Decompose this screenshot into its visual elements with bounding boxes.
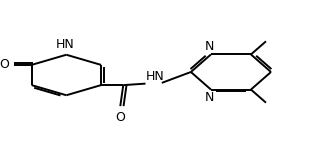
- Text: N: N: [205, 91, 214, 104]
- Text: O: O: [115, 111, 125, 124]
- Text: HN: HN: [55, 38, 74, 51]
- Text: N: N: [205, 40, 214, 53]
- Text: HN: HN: [146, 70, 165, 83]
- Text: O: O: [0, 58, 9, 71]
